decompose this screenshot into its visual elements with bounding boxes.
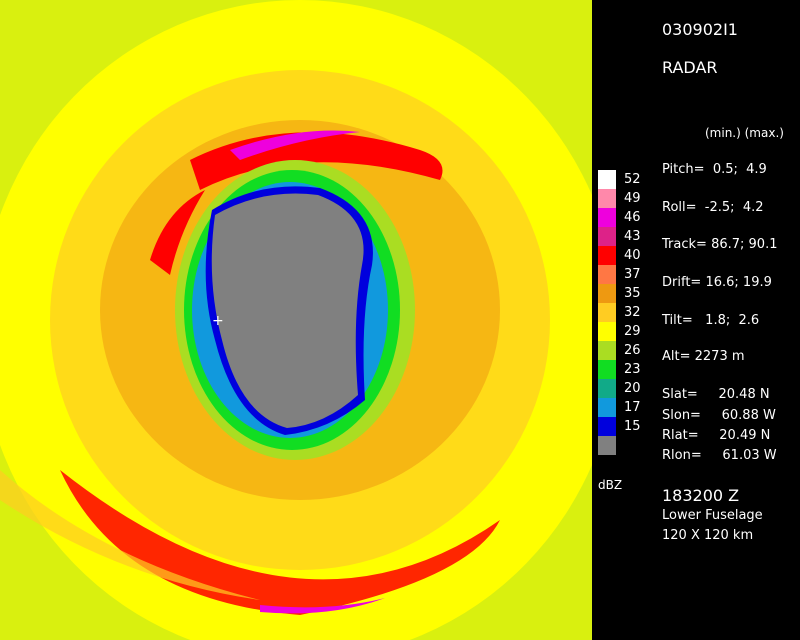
scale-label: 46 [624,210,641,225]
scale-swatch [598,246,616,265]
scale-unit: dBZ [598,478,623,492]
param-roll: Roll= -2.5; 4.2 [662,200,764,215]
altitude: Alt= 2273 m [662,349,745,364]
scale-label: 15 [624,419,641,434]
coord-rlon: Rlon= 61.03 W [662,448,777,463]
scale-swatch [598,227,616,246]
product-type: RADAR [662,58,718,77]
scale-swatch [598,208,616,227]
scale-label: 43 [624,229,641,244]
scale-swatch [598,265,616,284]
scale-label: 49 [624,191,641,206]
scale-label: 40 [624,248,641,263]
minmax-header: (min.) (max.) [705,126,784,140]
scale-swatch [598,284,616,303]
scale-swatch [598,303,616,322]
scale-swatch [598,341,616,360]
svg-text:+: + [212,313,224,329]
scale-label: 35 [624,286,641,301]
scale-swatch [598,436,616,455]
scale-label: 37 [624,267,641,282]
scale-label: 26 [624,343,641,358]
scale-swatch [598,322,616,341]
scale-label: 23 [624,362,641,377]
antenna-label: Lower Fuselage [662,508,763,523]
domain-size: 120 X 120 km [662,528,754,543]
radar-reflectivity-image: + [0,0,592,640]
scale-swatch [598,417,616,436]
param-drift: Drift= 16.6; 19.9 [662,275,772,290]
flight-id: 030902I1 [662,20,738,39]
scale-swatch [598,398,616,417]
scale-swatch [598,379,616,398]
scale-label: 17 [624,400,641,415]
scale-label: 29 [624,324,641,339]
param-track: Track= 86.7; 90.1 [662,237,778,252]
scale-swatch [598,170,616,189]
scale-swatch [598,189,616,208]
time-stamp: 183200 Z [662,486,740,505]
coord-slat: Slat= 20.48 N [662,387,770,402]
scale-label: 32 [624,305,641,320]
scale-label: 52 [624,172,641,187]
scale-swatch [598,360,616,379]
param-pitch: Pitch= 0.5; 4.9 [662,162,767,177]
coord-slon: Slon= 60.88 W [662,408,776,423]
coord-rlat: Rlat= 20.49 N [662,428,771,443]
scale-label: 20 [624,381,641,396]
param-tilt: Tilt= 1.8; 2.6 [662,313,760,328]
